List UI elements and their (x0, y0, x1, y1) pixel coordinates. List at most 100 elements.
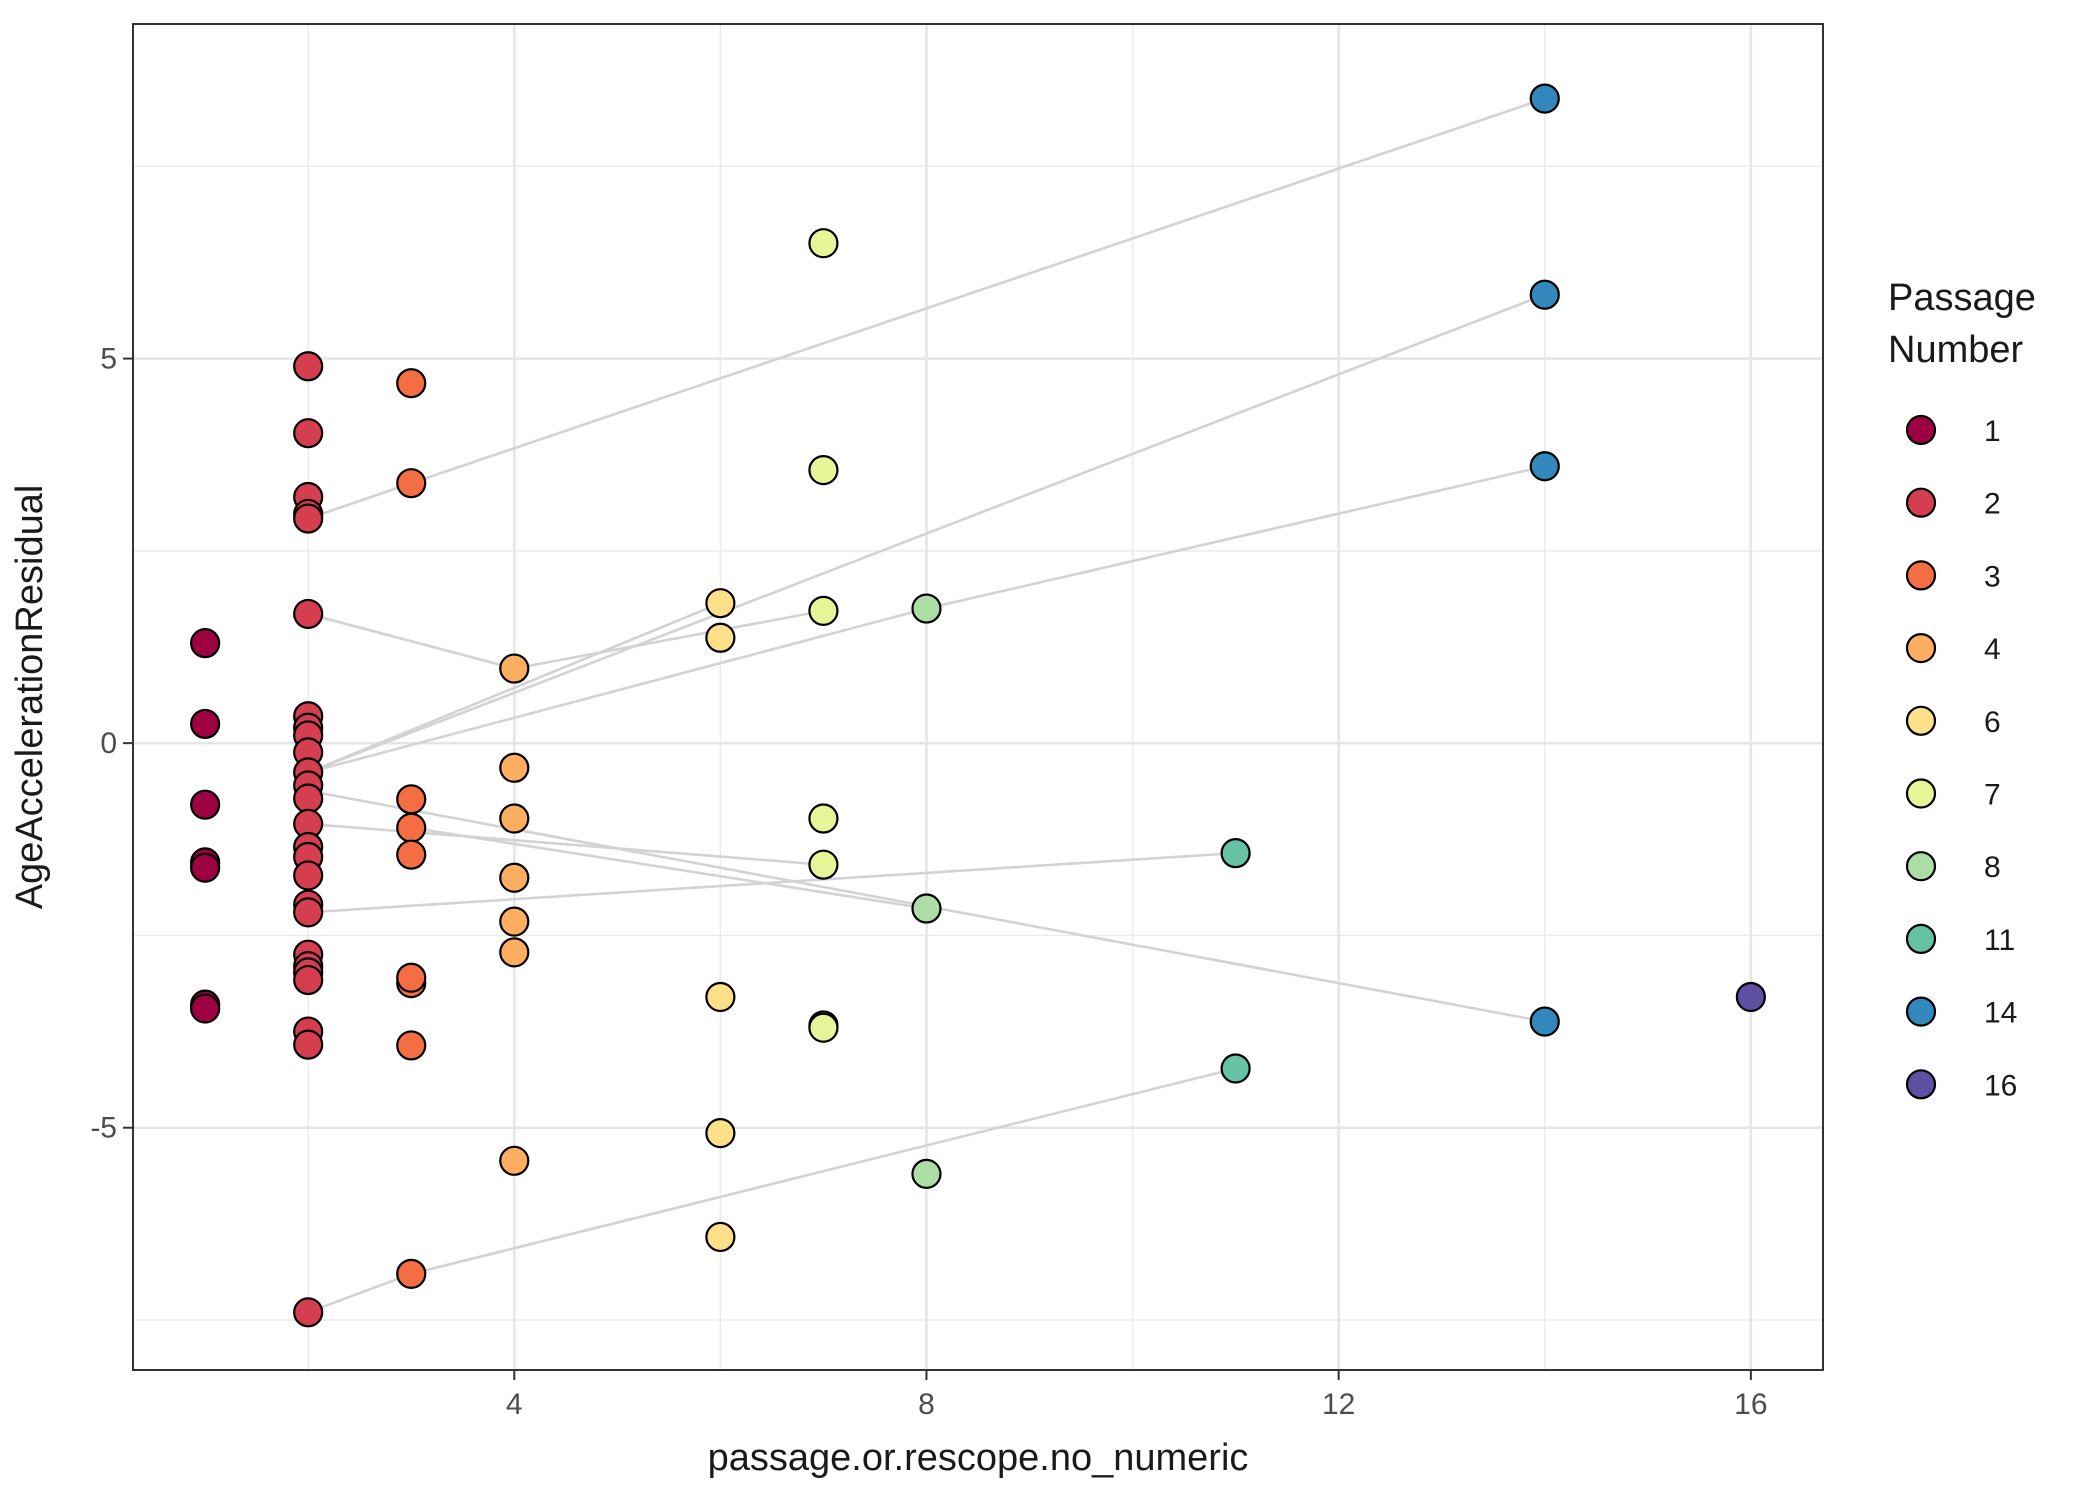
legend-key (1905, 414, 1937, 446)
legend-key (1905, 923, 1937, 955)
legend-key (1905, 560, 1937, 591)
x-tick-label: 16 (1734, 1388, 1767, 1421)
legend-label: 14 (1984, 997, 2017, 1030)
data-point (705, 1118, 736, 1149)
legend-label: 8 (1984, 851, 2001, 884)
data-point (190, 789, 221, 820)
data-point (911, 893, 942, 924)
legend-label: 16 (1984, 1069, 2017, 1102)
data-point (293, 351, 324, 382)
legend-label: 1 (1984, 415, 2001, 448)
data-point (293, 964, 324, 996)
data-point (499, 752, 530, 783)
data-point (293, 1029, 324, 1060)
connection-line (307, 601, 721, 774)
connection-line (308, 822, 824, 866)
data-points (190, 83, 1766, 1328)
legend-key (1905, 851, 1937, 882)
y-axis-title: AgeAccelerationResidual (9, 485, 51, 910)
connection-line (307, 607, 927, 774)
connection-line (308, 851, 1236, 914)
data-point (1735, 981, 1766, 1013)
data-point (911, 593, 942, 624)
data-point (808, 455, 839, 486)
data-point (499, 1145, 530, 1176)
data-point (499, 906, 530, 937)
data-point (293, 783, 324, 814)
y-tick-label: 5 (100, 343, 117, 376)
data-point (190, 708, 221, 740)
y-tick-label: -5 (90, 1112, 117, 1145)
data-point (396, 839, 427, 870)
legend-label: 6 (1984, 706, 2001, 739)
data-point (190, 993, 221, 1024)
legend-label: 11 (1984, 924, 2015, 957)
data-point (1529, 83, 1560, 114)
connection-line (410, 97, 1546, 485)
plot-panel-border (132, 23, 1824, 1371)
data-point (499, 653, 530, 684)
data-point (396, 962, 427, 993)
data-point (396, 1030, 427, 1061)
data-point (1529, 1006, 1560, 1037)
legend-key (1905, 705, 1937, 736)
data-point (705, 1221, 736, 1253)
data-point (396, 784, 427, 815)
legend-key (1905, 1069, 1937, 1100)
connection-line (307, 293, 1546, 774)
data-point (293, 860, 324, 891)
legend: Passage Number 1 2 3 4 6 7 8 11 14 16 (1888, 277, 2036, 1102)
data-point (499, 937, 530, 968)
data-point (396, 812, 427, 843)
data-point (705, 622, 736, 653)
connection-line (410, 1067, 1236, 1276)
data-point (808, 849, 839, 880)
data-point (808, 228, 839, 259)
connection-line (307, 612, 515, 670)
y-tick-label: 0 (100, 727, 117, 760)
data-point (1220, 1053, 1251, 1084)
data-point (705, 588, 736, 619)
legend-key (1905, 487, 1937, 518)
x-axis-title: passage.or.rescope.no_numeric (708, 1437, 1249, 1479)
data-point (293, 1297, 324, 1328)
legend-key (1905, 632, 1937, 664)
x-tick-label: 4 (506, 1388, 523, 1421)
connection-line (307, 1272, 412, 1314)
connection-line (926, 464, 1546, 610)
connection-line (307, 481, 412, 520)
data-point (293, 418, 324, 449)
data-point (293, 503, 324, 534)
data-point (911, 1158, 942, 1189)
connection-line (514, 609, 824, 670)
data-point (499, 803, 530, 834)
x-tick-label: 8 (918, 1388, 935, 1421)
legend-label: 4 (1984, 633, 2001, 666)
data-point (499, 862, 530, 893)
data-point (1220, 838, 1251, 869)
legend-label: 2 (1984, 488, 2001, 521)
data-point (396, 1258, 427, 1289)
legend-key (1905, 996, 1937, 1027)
data-point (396, 368, 427, 399)
legend-label: 3 (1984, 560, 2001, 593)
axes: 4 8 12 16 -5 0 5 (90, 343, 1767, 1421)
data-point (190, 852, 221, 883)
data-point (808, 803, 839, 834)
legend-label: 7 (1984, 779, 2001, 812)
data-point (396, 468, 427, 499)
x-tick-label: 12 (1322, 1388, 1355, 1421)
data-point (190, 628, 221, 659)
legend-title: Number (1888, 329, 2023, 371)
data-point (293, 598, 324, 630)
legend-title: Passage (1888, 277, 2036, 319)
data-point (808, 1012, 839, 1043)
data-point (293, 897, 324, 928)
connection-line (411, 826, 927, 910)
legend-key (1905, 778, 1937, 809)
data-point (1529, 279, 1560, 310)
data-point (705, 981, 736, 1013)
data-point (1529, 451, 1560, 482)
